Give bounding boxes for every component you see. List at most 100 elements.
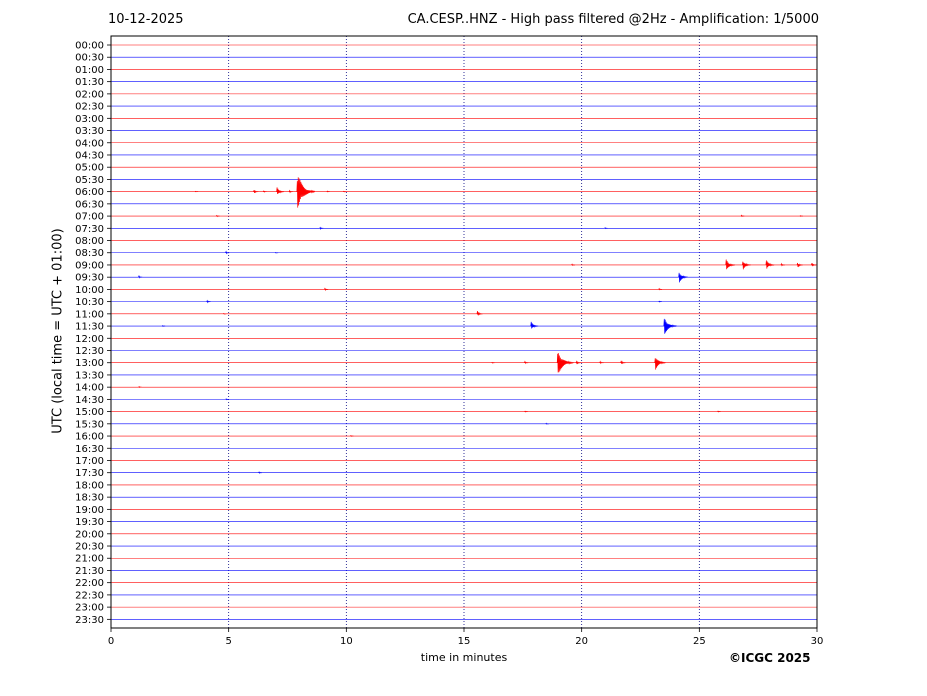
- event-0930-24.2: [678, 272, 689, 283]
- event-1300-19.1: [556, 353, 574, 373]
- y-tick-label-0000: 00:00: [75, 41, 104, 52]
- event-0600-7.6: [288, 189, 293, 194]
- event-0700-29.3: [799, 215, 803, 217]
- y-tick-label-1430: 14:30: [75, 395, 104, 406]
- event-0600-9.9: [343, 190, 347, 193]
- y-tick-label-0300: 03:00: [75, 114, 104, 125]
- event-1130-2.2: [161, 325, 166, 327]
- y-tick-label-1600: 16:00: [75, 432, 104, 443]
- y-tick-label-2000: 20:00: [75, 529, 104, 540]
- plot-frame: [110, 35, 818, 629]
- event-1300-16.2: [491, 361, 495, 364]
- y-tick-label-1630: 16:30: [75, 444, 104, 455]
- event-1030-23.3: [658, 300, 662, 303]
- y-tick-label-0230: 02:30: [75, 102, 104, 113]
- event-0830-4.9: [225, 250, 230, 255]
- y-tick-label-0700: 07:00: [75, 212, 104, 223]
- event-1500-17.6: [524, 410, 528, 413]
- y-tick-label-0930: 09:30: [75, 273, 104, 284]
- x-tick-label-0: 0: [108, 636, 114, 647]
- y-tick-label-1330: 13:30: [75, 370, 104, 381]
- event-0900-29.2: [796, 262, 803, 268]
- y-tick-label-1500: 15:00: [75, 407, 104, 418]
- event-1100-15.6: [476, 311, 483, 316]
- y-tick-label-0630: 06:30: [75, 199, 104, 210]
- y-tick-label-1200: 12:00: [75, 334, 104, 345]
- y-tick-label-2130: 21:30: [75, 566, 104, 577]
- y-tick-label-1730: 17:30: [75, 468, 104, 479]
- event-1300-21.7: [620, 360, 626, 365]
- event-0900-28.5: [780, 262, 785, 267]
- x-tick-label-25: 25: [693, 636, 706, 647]
- event-0600-7.1: [276, 187, 285, 195]
- event-0600-8.05: [296, 177, 316, 208]
- event-0900-26.2: [725, 259, 736, 270]
- y-tick-label-0200: 02:00: [75, 89, 104, 100]
- event-1430-4.9: [225, 398, 229, 401]
- y-tick-label-1000: 10:00: [75, 285, 104, 296]
- event-layer: [138, 177, 817, 474]
- event-1000-23.3: [658, 287, 663, 291]
- grid-layer: [228, 36, 700, 628]
- event-0930-1.2: [138, 274, 143, 279]
- event-1030-4.1: [206, 299, 211, 304]
- event-1300-23.2: [654, 358, 666, 370]
- y-tick-label-2100: 21:00: [75, 554, 104, 565]
- x-tick-label-20: 20: [575, 636, 588, 647]
- y-tick-label-0330: 03:30: [75, 126, 104, 137]
- x-axis-label: time in minutes: [420, 651, 508, 664]
- y-tick-label-0400: 04:00: [75, 138, 104, 149]
- event-1100-4.8: [223, 312, 227, 315]
- event-1130-23.6: [663, 318, 677, 334]
- x-tick-label-10: 10: [340, 636, 353, 647]
- event-1730-6.3: [258, 471, 262, 474]
- event-1600-10.2: [350, 435, 354, 437]
- y-tick-label-2330: 23:30: [75, 615, 104, 626]
- event-0730-21: [604, 227, 608, 230]
- y-tick-label-1030: 10:30: [75, 297, 104, 308]
- x-tick-label-30: 30: [811, 636, 824, 647]
- event-1530-18.5: [545, 422, 549, 425]
- copyright-text: ©ICGC 2025: [729, 651, 811, 665]
- event-1130-17.9: [530, 321, 539, 329]
- y-tick-label-0900: 09:00: [75, 260, 104, 271]
- event-0900-29.8: [811, 262, 817, 267]
- y-tick-label-0030: 00:30: [75, 53, 104, 64]
- y-tick-label-1830: 18:30: [75, 493, 104, 504]
- y-tick-label-0500: 05:00: [75, 163, 104, 174]
- y-tick-label-1930: 19:30: [75, 517, 104, 528]
- event-0730-8.9: [319, 226, 324, 231]
- y-tick-label-0830: 08:30: [75, 248, 104, 259]
- header-date: 10-12-2025: [108, 12, 184, 27]
- y-tick-label-0530: 05:30: [75, 175, 104, 186]
- x-tick-label-15: 15: [458, 636, 471, 647]
- event-0900-26.9: [742, 261, 751, 270]
- y-tick-label-0730: 07:30: [75, 224, 104, 235]
- y-tick-label-1400: 14:00: [75, 383, 104, 394]
- y-tick-label-1230: 12:30: [75, 346, 104, 357]
- chart-title: CA.CESP..HNZ - High pass filtered @2Hz -…: [407, 12, 819, 27]
- y-tick-label-1900: 19:00: [75, 505, 104, 516]
- y-tick-label-1130: 11:30: [75, 322, 104, 333]
- x-tick-label-5: 5: [225, 636, 231, 647]
- trace-layer: [111, 44, 817, 620]
- event-0830-7: [274, 252, 279, 254]
- y-tick-label-0130: 01:30: [75, 77, 104, 88]
- event-0900-27.9: [765, 260, 775, 269]
- event-1300-19.8: [575, 360, 581, 365]
- event-1300-17.6: [524, 360, 529, 365]
- event-1300-20.8: [599, 360, 604, 365]
- y-tick-label-0430: 04:30: [75, 150, 104, 161]
- event-0700-26.8: [740, 214, 745, 218]
- y-tick-label-1530: 15:30: [75, 419, 104, 430]
- y-tick-label-2200: 22:00: [75, 578, 104, 589]
- event-1500-25.8: [717, 410, 721, 413]
- event-1400-1.2: [138, 386, 142, 388]
- y-tick-label-1300: 13:00: [75, 358, 104, 369]
- y-tick-label-0100: 01:00: [75, 65, 104, 76]
- event-1000-9.1: [324, 287, 329, 292]
- y-tick-label-2030: 20:30: [75, 542, 104, 553]
- event-0900-19.6: [571, 263, 575, 267]
